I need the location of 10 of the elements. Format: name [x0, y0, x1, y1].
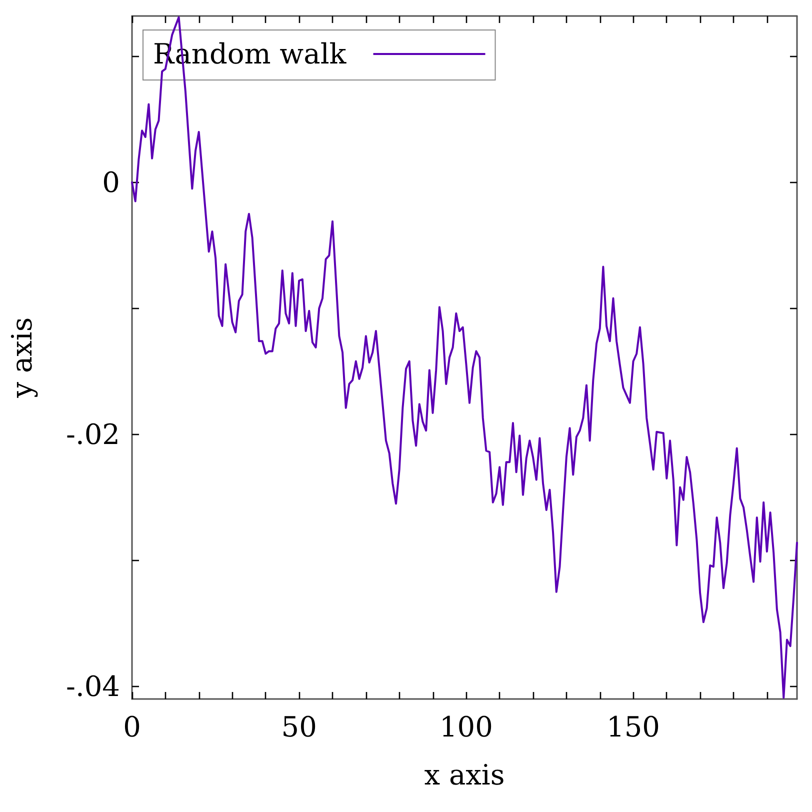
y-axis-title: y axis: [6, 317, 38, 399]
x-tick-label: 150: [606, 710, 660, 744]
x-tick-label: 50: [281, 710, 317, 744]
x-axis-title: x axis: [424, 758, 505, 792]
y-tick-label: -.02: [66, 418, 120, 451]
line-series: [131, 16, 798, 699]
y-tick-label: -.04: [66, 670, 120, 703]
y-tick-label: 0: [102, 166, 120, 199]
x-tick-label: 100: [439, 710, 493, 744]
x-tick-label: 0: [123, 710, 141, 744]
